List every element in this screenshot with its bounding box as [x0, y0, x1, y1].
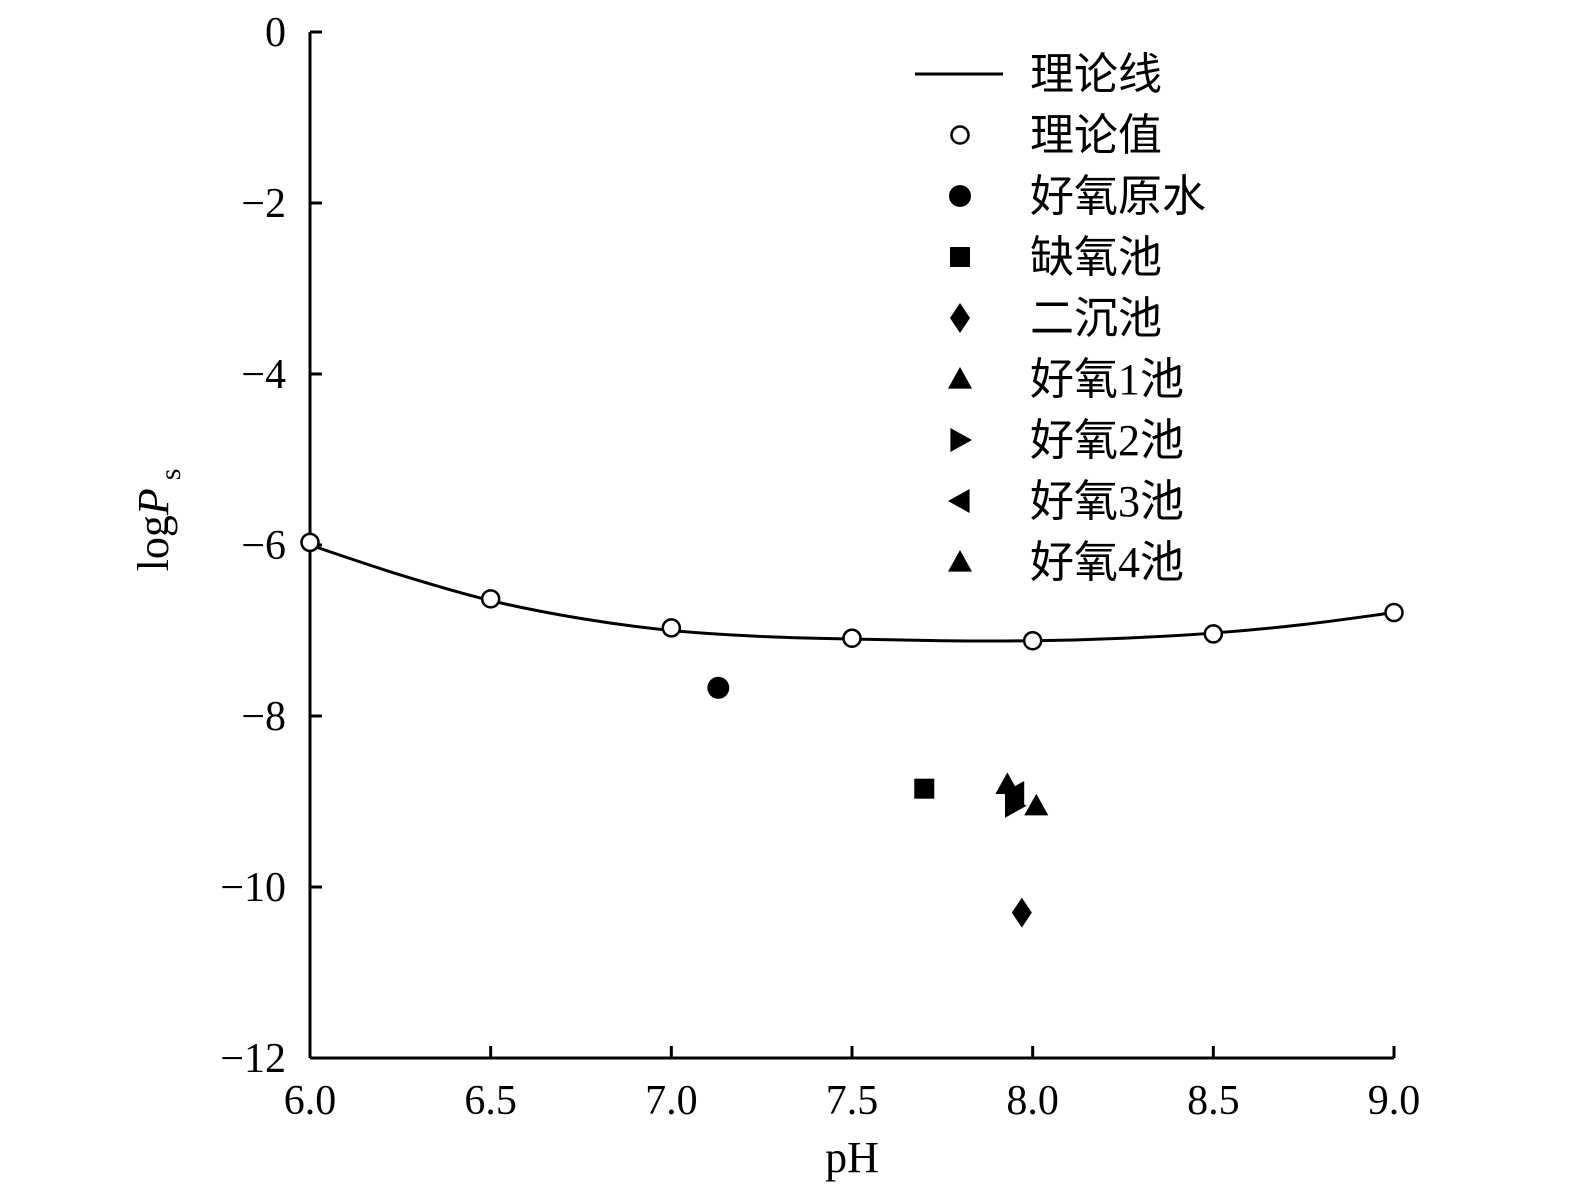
y-tick-label: −8	[241, 694, 286, 740]
data-point	[480, 589, 501, 609]
y-axis-label: logPs	[129, 469, 187, 572]
data-point	[300, 532, 320, 553]
legend-label: 好氧1池	[1030, 355, 1184, 404]
legend-label: 缺氧池	[1030, 233, 1162, 282]
x-tick-label: 7.5	[826, 1078, 879, 1124]
data-point	[842, 628, 862, 648]
legend-marker	[948, 550, 972, 572]
data-point	[1002, 780, 1025, 805]
x-tick-label: 7.0	[645, 1078, 698, 1124]
series-theory-line	[309, 543, 1395, 643]
legend-label: 好氧4池	[1030, 538, 1184, 587]
legend-label: 理论线	[1030, 50, 1162, 99]
axes-layer	[308, 32, 1394, 1060]
y-tick-label: −2	[241, 181, 286, 227]
data-point	[1022, 631, 1043, 651]
data-point	[1024, 793, 1049, 816]
legend-label: 二沉池	[1030, 294, 1162, 343]
y-axis-label-subscript: s	[154, 469, 187, 481]
legend-label: 好氧3池	[1030, 477, 1184, 526]
y-tick-label: −4	[241, 352, 286, 398]
legend-marker	[950, 247, 970, 267]
data-point	[914, 778, 935, 799]
y-tick-label: −10	[220, 865, 286, 911]
y-tick-label: 0	[265, 10, 286, 56]
legend-marker	[950, 303, 970, 333]
data-point	[1011, 897, 1032, 928]
legend-marker	[950, 125, 970, 145]
data-point	[661, 618, 682, 638]
legend-label: 好氧原水	[1030, 172, 1206, 221]
y-axis-label-base: log	[129, 515, 178, 571]
ticks-layer: 6.0 6.5 7.0 7.5 8.0 8.5 9.0 0 −2 −4 −6 −8 −10 −12	[220, 10, 1420, 1124]
y-axis-label-symbol: P	[129, 488, 178, 516]
x-tick-label: 8.0	[1006, 1078, 1059, 1124]
x-tick-label: 6.0	[284, 1078, 337, 1124]
data-point	[1384, 602, 1404, 623]
x-tick-label: 8.5	[1187, 1078, 1240, 1124]
data-point	[707, 676, 730, 699]
legend-marker	[948, 367, 972, 389]
y-tick-label: −6	[241, 523, 286, 569]
data-point	[1203, 624, 1224, 644]
legend-marker	[949, 185, 971, 207]
x-tick-label: 9.0	[1368, 1078, 1421, 1124]
data-point	[1005, 793, 1027, 818]
legend-label: 好氧2池	[1030, 416, 1184, 465]
legend-marker	[950, 428, 972, 452]
x-tick-label: 6.5	[464, 1078, 517, 1124]
x-axis-label: pH	[825, 1133, 879, 1182]
y-tick-label: −12	[220, 1036, 286, 1082]
legend-label: 理论值	[1030, 111, 1162, 160]
data-layer	[300, 532, 1404, 928]
legend-marker	[948, 489, 970, 513]
